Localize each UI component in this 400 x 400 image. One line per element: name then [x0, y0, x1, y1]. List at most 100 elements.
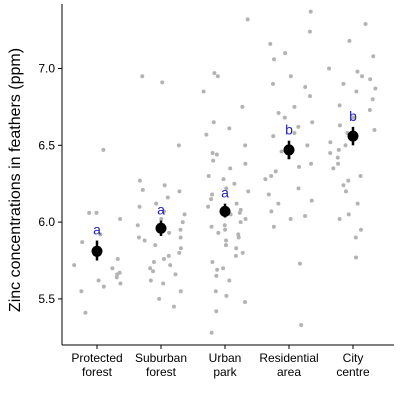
data-point — [224, 186, 229, 191]
data-point — [228, 166, 233, 171]
data-point — [346, 178, 351, 183]
significance-letters: a a a b b — [93, 108, 357, 238]
data-point — [276, 201, 281, 206]
data-point — [142, 238, 147, 243]
x-tick-label-line: Suburban — [135, 351, 187, 365]
data-point — [221, 177, 226, 182]
data-point — [216, 230, 221, 235]
x-tick-label: Protected forest — [71, 351, 122, 379]
data-point — [336, 147, 341, 152]
data-point — [210, 150, 215, 155]
data-point — [206, 174, 211, 179]
y-axis-title: Zinc concentrations in feathers (ppm) — [7, 48, 24, 312]
data-point — [292, 104, 297, 109]
data-point — [178, 227, 183, 232]
x-tick-label-line: forest — [146, 365, 177, 379]
data-point — [168, 263, 173, 268]
data-point — [288, 217, 293, 222]
data-point — [276, 111, 281, 116]
data-point — [173, 272, 178, 277]
data-point — [354, 255, 359, 260]
data-point — [343, 143, 348, 148]
data-point — [305, 143, 310, 148]
mean-point — [347, 130, 359, 142]
data-point — [161, 281, 166, 286]
data-point — [296, 124, 301, 129]
data-point — [167, 230, 172, 235]
data-point — [209, 224, 214, 229]
data-point — [140, 74, 145, 79]
x-tick-label-line: Urban — [209, 351, 242, 365]
significance-letter: a — [221, 185, 229, 201]
data-point — [137, 204, 142, 209]
x-tick-label-line: City — [343, 351, 364, 365]
data-point — [353, 235, 358, 240]
data-point — [243, 161, 248, 166]
data-point — [212, 71, 217, 76]
data-point — [263, 177, 268, 182]
data-point — [79, 289, 84, 294]
data-point — [238, 207, 243, 212]
data-point — [288, 74, 293, 79]
data-point — [308, 9, 313, 14]
data-point — [360, 74, 365, 79]
data-point — [307, 29, 312, 34]
data-point — [204, 132, 209, 137]
group-means — [91, 126, 359, 261]
data-point — [296, 186, 301, 191]
data-point — [351, 115, 356, 120]
data-point — [171, 304, 176, 309]
data-point — [161, 209, 166, 214]
data-point — [370, 97, 375, 102]
significance-letter: a — [157, 202, 165, 218]
data-point — [83, 310, 88, 315]
data-point — [148, 278, 153, 283]
data-point — [299, 323, 304, 328]
data-point — [337, 123, 342, 128]
data-point — [309, 198, 314, 203]
data-point — [237, 210, 242, 215]
x-tick-label-line: park — [213, 365, 237, 379]
data-point — [270, 81, 275, 86]
data-point — [210, 260, 215, 265]
data-point — [303, 213, 308, 218]
data-point — [154, 201, 159, 206]
data-point — [157, 296, 162, 301]
data-point — [236, 232, 241, 237]
y-tick-label: 7.0 — [38, 62, 55, 76]
data-point — [166, 253, 171, 258]
data-point — [279, 149, 284, 154]
x-tick-label: Suburban forest — [135, 351, 187, 379]
data-point — [182, 212, 187, 217]
data-point — [234, 201, 239, 206]
data-point — [214, 273, 219, 278]
data-point — [266, 192, 271, 197]
data-point — [328, 140, 333, 145]
data-point — [180, 220, 185, 225]
data-point — [136, 235, 141, 240]
data-point — [292, 131, 297, 136]
data-point — [246, 189, 251, 194]
data-point — [227, 126, 232, 131]
data-point — [243, 217, 248, 222]
x-tick-label-line: Residential — [259, 351, 318, 365]
data-point — [117, 270, 122, 275]
data-point — [159, 217, 164, 222]
data-point — [297, 261, 302, 266]
data-point — [367, 107, 372, 112]
data-point — [178, 246, 183, 251]
data-point — [240, 250, 245, 255]
data-point — [271, 224, 276, 229]
data-point — [355, 201, 360, 206]
data-point — [101, 147, 106, 152]
data-point — [336, 161, 341, 166]
data-point — [153, 243, 158, 248]
data-point — [160, 80, 165, 85]
data-point — [201, 89, 206, 94]
x-tick-label-line: Protected — [71, 351, 122, 365]
data-point — [224, 238, 229, 243]
data-point — [328, 150, 333, 155]
data-point — [211, 120, 216, 125]
x-tick-label: Residential area — [259, 351, 318, 379]
data-point — [177, 189, 182, 194]
